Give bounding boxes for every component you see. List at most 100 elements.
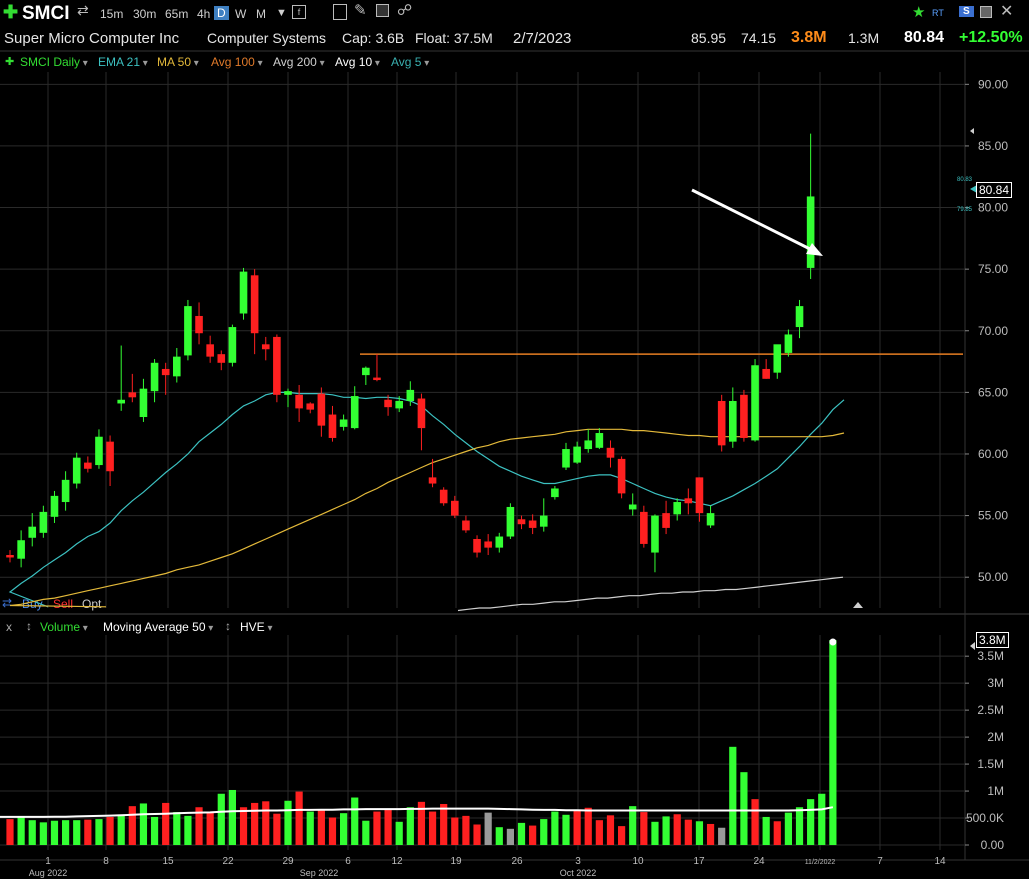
indicator-ma-50[interactable]: MA 50 [157, 55, 199, 69]
candle-body [295, 394, 303, 409]
volume-bar [217, 793, 225, 845]
volume-bar [695, 821, 704, 845]
volume-close-button[interactable]: x [6, 620, 12, 634]
candle [617, 456, 626, 499]
trade-icon[interactable]: ⇄ [2, 596, 13, 610]
pencil-icon[interactable]: ✎ [354, 2, 367, 19]
axis-labels: 50.0055.0060.0065.0070.0075.0080.0085.00… [29, 77, 1009, 878]
time-axis-label: 7 [877, 856, 883, 867]
close-icon[interactable]: ✕ [1000, 3, 1014, 20]
time-axis-label: 10 [632, 856, 644, 867]
interval-30m[interactable]: 30m [133, 7, 157, 21]
day-high: 85.95 [691, 30, 727, 46]
price-axis-label: 90.00 [978, 77, 1008, 91]
candle [406, 381, 415, 406]
sell-button[interactable]: Sell [53, 597, 74, 611]
options-button[interactable]: Opt [82, 597, 102, 611]
indicator-avg-10[interactable]: Avg 10 [335, 55, 380, 69]
candle [473, 535, 481, 558]
indicator-icon[interactable]: f [292, 5, 306, 19]
candle-body [61, 479, 70, 503]
volume-bar [328, 817, 337, 845]
candle-body [17, 540, 25, 559]
candle-body [517, 519, 526, 525]
candle [39, 505, 48, 538]
month-label: Aug 2022 [29, 868, 68, 878]
candle [439, 487, 448, 506]
candle [695, 477, 704, 522]
interval-daily[interactable]: D [214, 6, 229, 20]
volume-bar [651, 821, 659, 845]
interval-monthly[interactable]: M [256, 7, 266, 21]
candle-body [740, 394, 748, 438]
candle-body [284, 391, 292, 395]
s-icon[interactable]: S [959, 6, 974, 17]
volume-bar [729, 746, 737, 845]
candle [729, 387, 737, 448]
price-axis-label: 55.00 [978, 509, 1008, 523]
volume-last-tag: 3.8M [976, 632, 1009, 648]
reorder-icon[interactable]: ↕ [26, 619, 32, 633]
interval-dropdown-icon[interactable]: ▼ [276, 7, 287, 19]
volume-bar [551, 811, 559, 845]
volume-bar [206, 811, 214, 845]
candle-body [506, 506, 515, 537]
indicator-avg-100[interactable]: Avg 100 [211, 55, 263, 69]
calculator-icon[interactable] [333, 4, 347, 20]
candle [261, 336, 270, 361]
candle [139, 378, 148, 422]
indicator-avg-5[interactable]: Avg 5 [391, 55, 429, 69]
symbol-input[interactable]: SMCI [22, 3, 70, 24]
interval-65m[interactable]: 65m [165, 7, 189, 21]
indicator-avg-200[interactable]: Avg 200 [273, 55, 325, 69]
time-axis-label: 17 [693, 856, 705, 867]
candle-body [117, 399, 125, 404]
rt-icon[interactable]: RT [932, 8, 944, 18]
reorder-icon-2[interactable]: ↕ [225, 619, 231, 633]
star-icon[interactable]: ★ [912, 4, 926, 21]
interval-15m[interactable]: 15m [100, 7, 124, 21]
shuffle-icon[interactable]: ⇄ [77, 2, 89, 18]
plus-icon[interactable]: ✚ [3, 2, 19, 22]
candle-body [729, 400, 737, 442]
time-axis-label: 22 [222, 856, 234, 867]
hve-indicator[interactable]: HVE [240, 620, 273, 634]
plus-small-icon[interactable]: ✚ [5, 56, 15, 68]
candle-body [106, 441, 114, 472]
volume-bar [17, 816, 25, 845]
candle [662, 500, 670, 535]
month-label: Oct 2022 [560, 868, 597, 878]
layers-icon[interactable] [376, 4, 389, 17]
volume-bar [195, 807, 203, 845]
candle-body [6, 555, 14, 558]
time-axis-label: 19 [450, 856, 462, 867]
candle-body [306, 403, 315, 410]
candle-body [95, 436, 103, 466]
candle [584, 429, 593, 453]
share-icon[interactable]: ☍ [397, 2, 413, 19]
candle [161, 362, 170, 395]
chart-toolbar: ✚ SMCI ⇄ 15m 30m 65m 4h D W M ▼ f ✎ ☍ ★ … [0, 0, 1029, 27]
ma-price-tick: 79.85 [957, 207, 973, 213]
volume-bar [373, 811, 381, 845]
candle [95, 429, 103, 469]
time-axis-label: 1 [45, 856, 51, 867]
window-icon[interactable] [980, 6, 992, 18]
candle-body [573, 446, 581, 463]
candle [717, 394, 726, 452]
indicator-ema-21[interactable]: EMA 21 [98, 55, 148, 69]
interval-weekly[interactable]: W [235, 7, 247, 21]
candle-body [606, 447, 615, 458]
volume-indicator[interactable]: Volume [40, 620, 88, 634]
candle [784, 329, 793, 357]
candle-body [39, 511, 48, 533]
volume-bar [451, 817, 459, 845]
candle [306, 402, 315, 414]
volume-bar [706, 823, 715, 845]
interval-4h[interactable]: 4h [197, 7, 211, 21]
last-price-tag: 80.84 [976, 182, 1013, 198]
volume-moving-average[interactable]: Moving Average 50 [103, 620, 213, 634]
indicator-smci-daily[interactable]: SMCI Daily [20, 55, 88, 69]
candle [206, 335, 214, 363]
volume-bar [473, 824, 481, 845]
